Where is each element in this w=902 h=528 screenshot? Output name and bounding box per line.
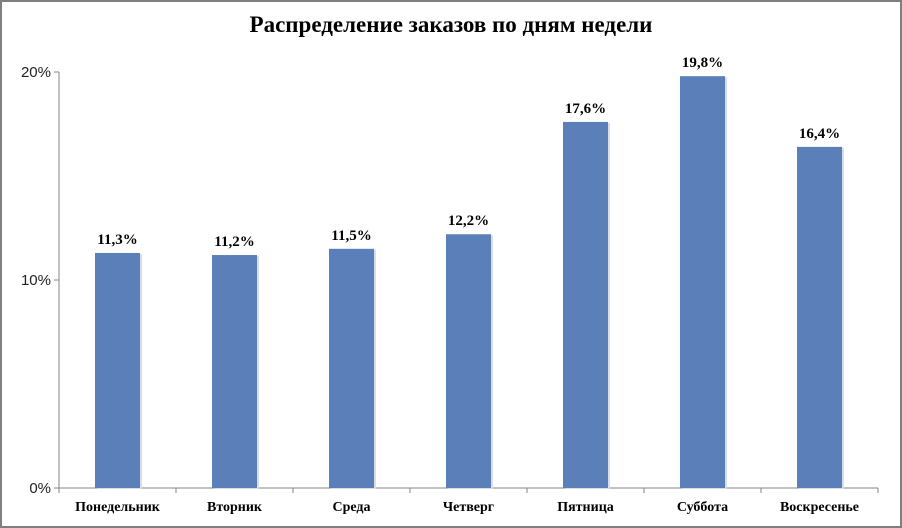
bar: [95, 252, 140, 488]
data-label: 11,5%: [331, 228, 371, 244]
y-tick-label: 20%: [21, 64, 51, 81]
y-tick-label: 10%: [21, 272, 51, 289]
data-label: 19,8%: [682, 55, 723, 71]
bar: [797, 146, 842, 488]
data-label: 11,2%: [214, 234, 254, 250]
x-tick-label: Пятница: [557, 500, 614, 515]
data-label: 11,3%: [97, 232, 137, 248]
bar: [329, 248, 374, 488]
x-tick-label: Среда: [332, 500, 370, 515]
data-label: 12,2%: [448, 213, 489, 229]
x-tick-label: Понедельник: [75, 500, 161, 515]
bar: [446, 234, 491, 488]
x-tick-label: Воскресенье: [780, 500, 859, 515]
x-tick-label: Четверг: [443, 500, 494, 515]
x-tick-label: Вторник: [207, 500, 263, 515]
bar: [563, 121, 608, 489]
bar: [212, 255, 257, 488]
data-label: 16,4%: [799, 126, 840, 142]
y-tick-label: 0%: [29, 480, 51, 497]
x-tick-label: Суббота: [677, 500, 728, 515]
chart-title: Распределение заказов по дням недели: [249, 12, 653, 37]
data-label: 17,6%: [565, 101, 606, 117]
bar: [680, 76, 725, 488]
